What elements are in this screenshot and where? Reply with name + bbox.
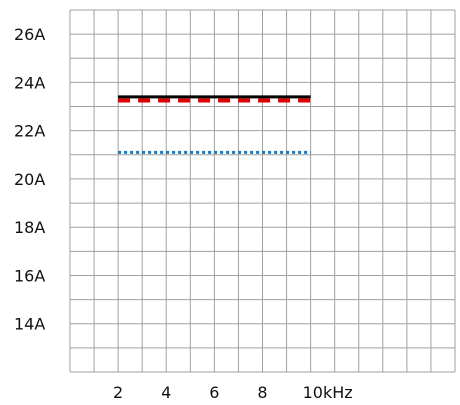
grid [69,9,456,373]
y-tick-label: 22A [14,122,45,141]
x-axis-ticks: 2 4 6 8 10kHz [113,383,353,402]
x-tick-label: 8 [257,383,267,402]
y-axis-ticks: 14A 16A 18A 20A 22A 24A 26A [14,25,45,334]
x-tick-label: 6 [209,383,219,402]
x-tick-label: 2 [113,383,123,402]
y-tick-label: 20A [14,170,45,189]
y-tick-label: 16A [14,266,45,285]
x-tick-label: 10kHz [303,383,353,402]
y-tick-label: 24A [14,73,45,92]
series-layer [118,95,311,154]
y-tick-label: 18A [14,218,45,237]
y-tick-label: 14A [14,315,45,334]
x-tick-label: 4 [161,383,171,402]
y-tick-label: 26A [14,25,45,44]
